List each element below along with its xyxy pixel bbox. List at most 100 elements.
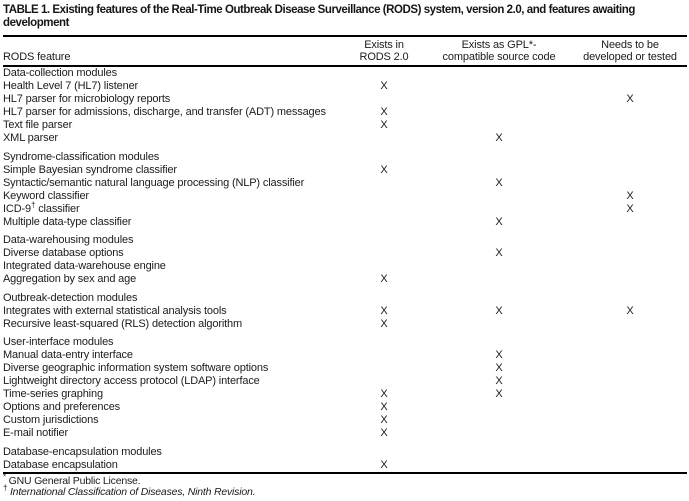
gpl-source-mark xyxy=(425,203,573,216)
needs-development-mark xyxy=(573,375,687,388)
table-title: TABLE 1. Existing features of the Real-T… xyxy=(3,4,635,29)
needs-development-mark xyxy=(573,80,687,93)
table-row: Diverse database options X xyxy=(3,247,687,260)
table-row: Custom jurisdictions X xyxy=(3,414,687,427)
gpl-source-mark xyxy=(425,260,573,273)
needs-development-mark xyxy=(573,260,687,273)
feature-label: Simple Bayesian syndrome classifier xyxy=(3,163,177,176)
needs-development-mark xyxy=(573,401,687,414)
exists-in-rods-mark: X xyxy=(380,119,388,132)
exists-in-rods-mark: X xyxy=(380,401,388,414)
exists-in-rods-mark xyxy=(343,93,425,106)
footnotes: * GNU General Public License. † Internati… xyxy=(3,473,687,499)
feature-label: E-mail notifier xyxy=(3,427,68,440)
gpl-source-mark: X xyxy=(495,304,503,317)
gpl-source-mark: X xyxy=(495,216,503,229)
needs-development-mark xyxy=(573,318,687,331)
table-body: Data-collection modules Health Level 7 (H… xyxy=(3,66,687,473)
exists-in-rods-mark xyxy=(343,190,425,203)
needs-development-mark xyxy=(573,106,687,119)
feature-label: HL7 parser for microbiology reports xyxy=(3,93,171,106)
needs-development-mark xyxy=(573,216,687,229)
gpl-source-mark: X xyxy=(495,361,503,374)
needs-development-mark: X xyxy=(626,202,634,215)
exists-in-rods-mark xyxy=(343,177,425,190)
needs-development-mark: X xyxy=(626,304,634,317)
exists-in-rods-mark xyxy=(343,132,425,145)
gpl-source-mark: X xyxy=(495,132,503,145)
gpl-source-mark xyxy=(425,401,573,414)
section-header-row: Data-collection modules xyxy=(3,66,687,80)
feature-label: Database encapsulation xyxy=(3,458,118,471)
table-row: Manual data-entry interface X xyxy=(3,349,687,362)
footnote-marker: † xyxy=(3,483,8,493)
footnote: * GNU General Public License. xyxy=(3,473,687,488)
gpl-source-mark xyxy=(425,318,573,331)
exists-in-rods-mark: X xyxy=(380,106,388,119)
column-header-needs-development: Needs to be developed or tested xyxy=(583,39,677,63)
column-header-rods-feature: RODS feature xyxy=(3,50,71,63)
table-row: Keyword classifier X xyxy=(3,190,687,203)
exists-in-rods-mark: X xyxy=(380,458,388,471)
exists-in-rods-mark: X xyxy=(380,427,388,440)
exists-in-rods-mark: X xyxy=(380,388,388,401)
table-row: Integrates with external statistical ana… xyxy=(3,305,687,318)
exists-in-rods-mark: X xyxy=(380,414,388,427)
gpl-source-mark xyxy=(425,93,573,106)
feature-label: Aggregation by sex and age xyxy=(3,273,137,286)
exists-in-rods-mark: X xyxy=(380,304,388,317)
table-row: HL7 parser for admissions, discharge, an… xyxy=(3,106,687,119)
feature-label: Health Level 7 (HL7) listener xyxy=(3,80,139,93)
gpl-source-mark: X xyxy=(495,375,503,388)
table-row: E-mail notifier X xyxy=(3,427,687,440)
gpl-source-mark xyxy=(425,427,573,440)
dagger-footnote-marker: † xyxy=(30,200,36,210)
needs-development-mark xyxy=(573,273,687,286)
needs-development-mark xyxy=(573,362,687,375)
exists-in-rods-mark xyxy=(343,216,425,229)
feature-label: Manual data-entry interface xyxy=(3,348,133,361)
needs-development-mark xyxy=(573,349,687,362)
gpl-source-mark: X xyxy=(495,348,503,361)
rods-features-table: RODS feature Exists in RODS 2.0 Exists a… xyxy=(3,35,687,474)
feature-label: Multiple data-type classifier xyxy=(3,216,132,229)
feature-label: Integrates with external statistical ana… xyxy=(3,304,227,317)
section-header-label: Data-warehousing modules xyxy=(3,234,134,247)
table-row: Integrated data-warehouse engine xyxy=(3,260,687,273)
footnote-marker: * xyxy=(3,472,6,482)
needs-development-mark xyxy=(573,414,687,427)
gpl-source-mark xyxy=(425,106,573,119)
exists-in-rods-mark: X xyxy=(380,273,388,286)
gpl-source-mark: X xyxy=(495,247,503,260)
needs-development-mark xyxy=(573,132,687,145)
table-header: RODS feature Exists in RODS 2.0 Exists a… xyxy=(3,36,687,66)
table-row: XML parser X xyxy=(3,132,687,145)
section-header-label: Outbreak-detection modules xyxy=(3,291,138,304)
feature-label: ICD-9† classifier xyxy=(3,200,80,215)
exists-in-rods-mark: X xyxy=(380,80,388,93)
needs-development-mark xyxy=(573,177,687,190)
exists-in-rods-mark: X xyxy=(380,317,388,330)
table-row: Multiple data-type classifier X xyxy=(3,216,687,229)
table-row: Health Level 7 (HL7) listener X xyxy=(3,80,687,93)
feature-label: Keyword classifier xyxy=(3,189,89,202)
section-header-label: Database-encapsulation modules xyxy=(3,445,162,458)
table-row: Diverse geographic information system so… xyxy=(3,362,687,375)
needs-development-mark xyxy=(573,247,687,260)
section-header-row: Outbreak-detection modules xyxy=(3,292,687,305)
footnote: † International Classification of Diseas… xyxy=(3,483,687,499)
gpl-source-mark: X xyxy=(495,388,503,401)
gpl-source-mark xyxy=(425,414,573,427)
footnote-text: GNU General Public License. xyxy=(5,474,141,487)
feature-label: Syntactic/semantic natural language proc… xyxy=(3,176,305,189)
table-row: Database encapsulation X xyxy=(3,459,687,473)
exists-in-rods-mark xyxy=(343,349,425,362)
feature-label: Time-series graphing xyxy=(3,388,103,401)
section-header-label: Syndrome-classification modules xyxy=(3,150,160,163)
feature-label: Diverse database options xyxy=(3,247,124,260)
gpl-source-mark xyxy=(425,80,573,93)
feature-label: Recursive least-squared (RLS) detection … xyxy=(3,317,243,330)
section-header-row: Database-encapsulation modules xyxy=(3,446,687,459)
section-header-label: Data-collection modules xyxy=(3,67,117,79)
